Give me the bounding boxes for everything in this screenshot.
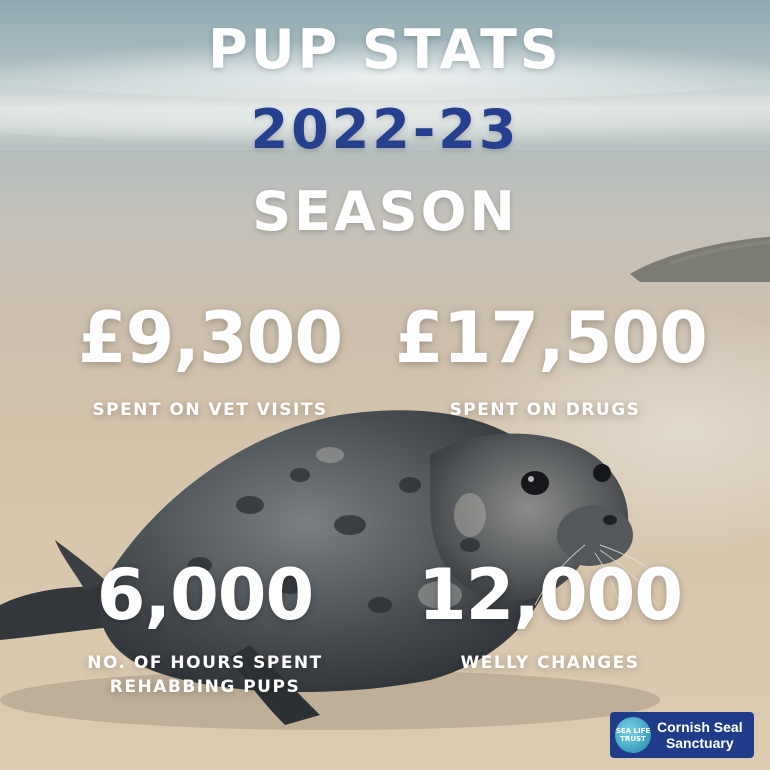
- stat-label: SPENT ON VET VISITS: [92, 400, 328, 420]
- stat-rehab-hours: 6,000 NO. OF HOURS SPENT REHABBING PUPS: [50, 555, 360, 699]
- cornish-seal-sanctuary-logo: SEA LIFE TRUST Cornish Seal Sanctuary: [610, 712, 754, 758]
- title-season: SEASON: [252, 180, 518, 243]
- stat-label: WELLY CHANGES: [460, 653, 640, 673]
- stat-label-line1: NO. OF HOURS SPENT: [87, 653, 323, 673]
- logo-line1: Cornish Seal: [657, 719, 743, 735]
- stat-vet-visits: £9,300 SPENT ON VET VISITS: [60, 298, 360, 422]
- sea-life-trust-text: SEA LIFE TRUST: [615, 727, 651, 743]
- sea-foam: [0, 95, 770, 145]
- stat-drugs: £17,500 SPENT ON DRUGS: [395, 297, 708, 422]
- logo-line2: Sanctuary: [665, 735, 734, 751]
- background-seal: [630, 236, 770, 282]
- stat-welly-changes: 12,000 WELLY CHANGES: [400, 555, 700, 675]
- stat-value: £17,500: [395, 297, 708, 379]
- title-pup-stats: PUP STATS: [208, 18, 562, 81]
- sea-wave: [0, 40, 770, 100]
- stat-value: £9,300: [77, 297, 343, 379]
- grey-seal-pup: [0, 410, 676, 730]
- stat-value: 6,000: [96, 554, 314, 636]
- stat-value: 12,000: [417, 554, 683, 636]
- stat-label: SPENT ON DRUGS: [449, 400, 641, 420]
- stat-label-line2: REHABBING PUPS: [109, 677, 301, 697]
- title-season-years: 2022-23: [250, 98, 520, 161]
- sea-life-trust-globe-icon: SEA LIFE TRUST: [615, 717, 651, 753]
- logo-wordmark: Cornish Seal Sanctuary: [657, 719, 743, 751]
